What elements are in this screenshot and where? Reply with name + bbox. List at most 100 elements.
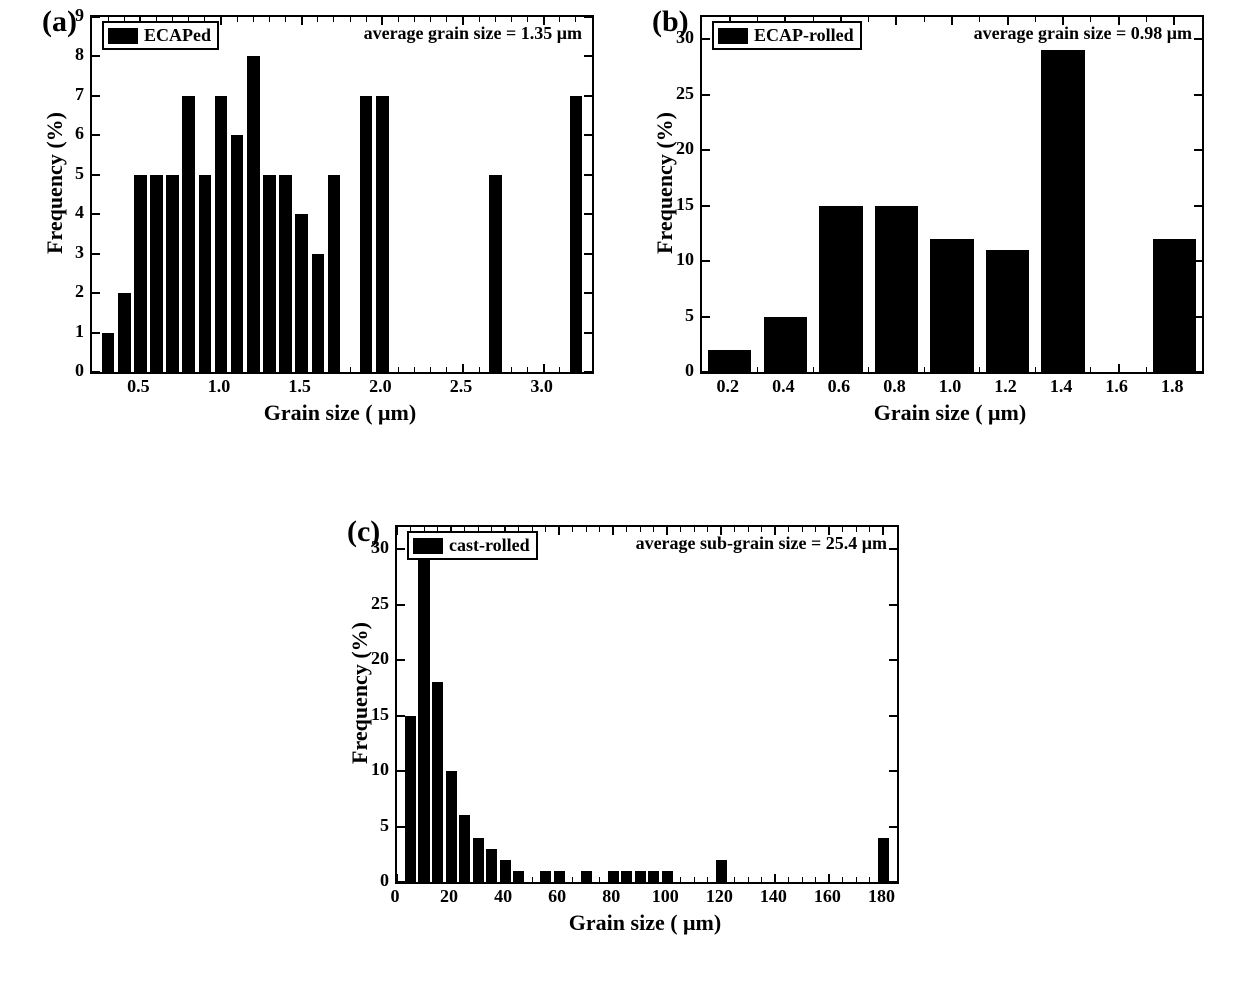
x-tick-label: 1.0 xyxy=(925,376,975,397)
bar-b-4 xyxy=(930,239,973,372)
x-tick-label: 20 xyxy=(424,886,474,907)
x-axis-label-b: Grain size ( μm) xyxy=(840,400,1060,426)
y-tick-major xyxy=(92,371,100,373)
y-tick-major-right xyxy=(584,95,592,97)
bar-c-4 xyxy=(459,815,470,882)
x-tick-major xyxy=(774,874,776,882)
y-tick-major-right xyxy=(584,332,592,334)
bar-a-3 xyxy=(150,175,163,372)
figure: (a)0.51.01.52.02.53.00123456789Grain siz… xyxy=(0,0,1240,999)
x-tick-minor xyxy=(518,877,519,882)
x-tick-minor-top xyxy=(430,17,431,22)
x-tick-label: 1.4 xyxy=(1036,376,1086,397)
x-tick-minor xyxy=(108,367,109,372)
x-tick-major xyxy=(381,364,383,372)
bar-a-17 xyxy=(489,175,502,372)
x-tick-label: 120 xyxy=(694,886,744,907)
x-tick-minor-top xyxy=(495,17,496,22)
x-tick-label: 180 xyxy=(856,886,906,907)
x-tick-minor xyxy=(124,367,125,372)
x-tick-minor-top xyxy=(350,17,351,22)
x-tick-minor xyxy=(478,877,479,882)
x-tick-label: 2.0 xyxy=(355,376,405,397)
y-tick-major xyxy=(92,134,100,136)
x-tick-major-top xyxy=(612,527,614,535)
x-tick-minor xyxy=(532,877,533,882)
bar-a-9 xyxy=(247,56,260,372)
x-tick-minor xyxy=(572,877,573,882)
y-tick-major xyxy=(397,604,405,606)
bar-c-3 xyxy=(446,771,457,882)
legend-swatch xyxy=(108,28,138,44)
x-tick-minor-top xyxy=(653,527,654,532)
x-tick-minor xyxy=(410,877,411,882)
bar-a-18 xyxy=(570,96,583,372)
x-tick-minor xyxy=(761,877,762,882)
y-tick-major xyxy=(702,316,710,318)
y-tick-major-right xyxy=(889,548,897,550)
y-tick-major xyxy=(397,826,405,828)
y-tick-major-right xyxy=(889,604,897,606)
x-tick-major xyxy=(1173,364,1175,372)
y-tick-major-right xyxy=(1194,205,1202,207)
y-tick-major xyxy=(702,260,710,262)
y-tick-label: 1 xyxy=(52,321,84,342)
x-tick-minor xyxy=(924,367,925,372)
x-tick-minor xyxy=(734,877,735,882)
x-tick-minor-top xyxy=(527,17,528,22)
x-tick-major xyxy=(951,364,953,372)
x-tick-major xyxy=(612,874,614,882)
x-tick-minor xyxy=(1035,367,1036,372)
x-tick-minor-top xyxy=(626,527,627,532)
annotation-c: average sub-grain size = 25.4 μm xyxy=(636,533,887,554)
y-tick-label: 0 xyxy=(357,870,389,891)
x-tick-minor-top xyxy=(748,527,749,532)
y-tick-major-right xyxy=(1194,316,1202,318)
bar-a-7 xyxy=(215,96,228,372)
x-tick-major xyxy=(1007,364,1009,372)
x-tick-label: 1.6 xyxy=(1092,376,1142,397)
y-tick-major xyxy=(92,174,100,176)
x-tick-minor-top xyxy=(333,17,334,22)
x-tick-minor-top xyxy=(586,527,587,532)
x-tick-minor-top xyxy=(559,17,560,22)
x-tick-minor xyxy=(464,877,465,882)
x-tick-minor-top xyxy=(317,17,318,22)
x-tick-major xyxy=(504,874,506,882)
bar-a-14 xyxy=(328,175,341,372)
x-tick-label: 1.5 xyxy=(275,376,325,397)
x-tick-label: 0.4 xyxy=(758,376,808,397)
x-tick-minor-top xyxy=(285,17,286,22)
x-tick-minor-top xyxy=(680,527,681,532)
y-tick-label: 2 xyxy=(52,281,84,302)
bar-c-2 xyxy=(432,682,443,882)
x-tick-minor-top xyxy=(707,527,708,532)
y-tick-major-right xyxy=(584,16,592,18)
annotation-a: average grain size = 1.35 μm xyxy=(364,23,582,44)
y-tick-major xyxy=(92,16,100,18)
x-tick-minor-top xyxy=(924,17,925,22)
x-tick-minor-top xyxy=(1035,17,1036,22)
y-tick-major xyxy=(397,770,405,772)
x-tick-minor xyxy=(414,367,415,372)
x-tick-minor-top xyxy=(398,17,399,22)
y-tick-major xyxy=(397,659,405,661)
x-tick-major-top xyxy=(558,527,560,535)
x-tick-minor-top xyxy=(869,527,870,532)
x-tick-major-top xyxy=(301,17,303,25)
plot-area-b xyxy=(700,15,1204,374)
x-tick-label: 1.2 xyxy=(981,376,1031,397)
x-tick-minor-top xyxy=(842,527,843,532)
x-tick-minor xyxy=(680,877,681,882)
x-tick-major xyxy=(895,364,897,372)
x-tick-minor-top xyxy=(640,527,641,532)
x-tick-major xyxy=(558,874,560,882)
y-tick-major xyxy=(92,253,100,255)
x-tick-minor xyxy=(446,367,447,372)
x-tick-minor xyxy=(757,367,758,372)
y-tick-major xyxy=(702,38,710,40)
y-tick-major-right xyxy=(584,55,592,57)
x-tick-major xyxy=(462,364,464,372)
plot-area-c xyxy=(395,525,899,884)
x-tick-minor-top xyxy=(734,527,735,532)
